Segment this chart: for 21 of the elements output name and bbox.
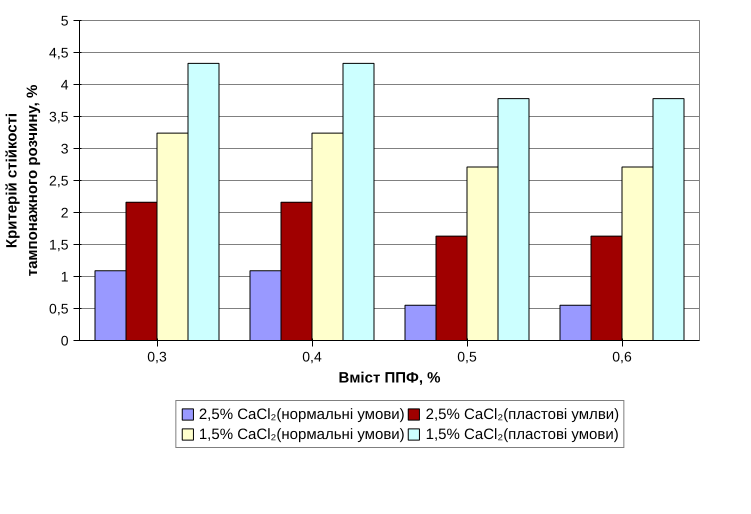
y-tick-label: 0: [60, 332, 69, 348]
y-tick-label: 4,5: [49, 44, 69, 60]
y-tick-label: 4: [60, 76, 69, 92]
y-tick-label: 2: [60, 204, 69, 220]
y-axis-title: Критерій стійкості тампонажного розчину, %: [4, 84, 42, 276]
x-tick-label: 0,5: [457, 348, 477, 364]
x-tick-label: 0,4: [302, 348, 322, 364]
y-tick-label: 1,5: [49, 236, 69, 252]
y-tick-label: 5: [60, 12, 69, 28]
x-tick-label: 0,3: [147, 348, 167, 364]
y-tick-label: 2,5: [49, 172, 69, 188]
legend-label: 2,5% CaCl₂(пластові умлви): [426, 405, 620, 423]
legend-label: 2,5% CaCl₂(нормальні умови): [198, 405, 405, 423]
legend-label: 1,5% CaCl₂(пластові умови): [426, 425, 619, 443]
y-tick-label: 3,5: [49, 108, 69, 124]
x-axis-title: Вміст ППФ, %: [338, 370, 441, 386]
legend-label: 1,5% CaCl₂(нормальні умови): [198, 425, 405, 443]
x-tick-label: 0,6: [612, 348, 632, 364]
y-tick-label: 0,5: [49, 300, 69, 316]
y-tick-label: 3: [60, 140, 69, 156]
y-tick-label: 1: [60, 268, 69, 284]
